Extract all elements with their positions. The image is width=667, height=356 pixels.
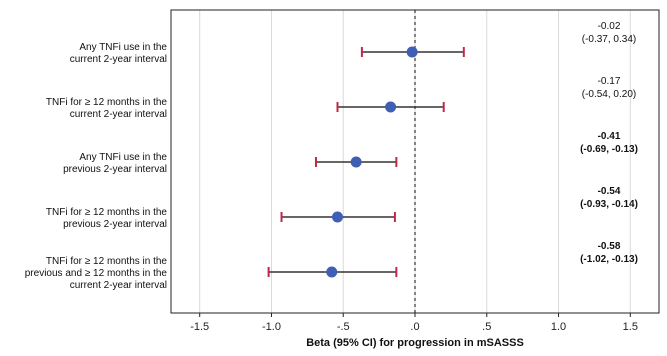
estimate-ci: (-1.02, -0.13) bbox=[580, 254, 638, 265]
x-tick-label: -1.5 bbox=[190, 321, 209, 333]
row-label-line: previous 2-year interval bbox=[63, 219, 167, 230]
x-tick-label: 1.0 bbox=[551, 321, 566, 333]
estimate-value: -0.17 bbox=[598, 76, 621, 87]
beta-point bbox=[331, 211, 343, 223]
row-label-line: previous 2-year interval bbox=[63, 164, 167, 175]
beta-point bbox=[350, 156, 362, 168]
row-label-line: TNFi for ≥ 12 months in the bbox=[46, 207, 168, 218]
x-tick-label: -.5 bbox=[337, 321, 350, 333]
estimate-value: -0.58 bbox=[598, 241, 621, 252]
row-label-line: TNFi for ≥ 12 months in the bbox=[46, 256, 168, 267]
estimate-ci: (-0.93, -0.14) bbox=[580, 199, 638, 210]
row-label-line: current 2-year interval bbox=[70, 280, 167, 291]
x-tick-label: 1.5 bbox=[623, 321, 638, 333]
estimate-ci: (-0.54, 0.20) bbox=[582, 89, 636, 100]
x-axis-title: Beta (95% CI) for progression in mSASSS bbox=[306, 337, 524, 349]
row-label-line: previous and ≥ 12 months in the bbox=[25, 268, 168, 279]
row-label-line: Any TNFi use in the bbox=[79, 152, 167, 163]
x-axis-ticks: -1.5 -1.0 -.5 .0 .5 1.0 1.5 bbox=[190, 313, 638, 333]
row-label-line: current 2-year interval bbox=[70, 109, 167, 120]
beta-point bbox=[326, 266, 338, 278]
estimate-ci: (-0.69, -0.13) bbox=[580, 144, 638, 155]
estimate-value: -0.41 bbox=[598, 131, 621, 142]
row-label-line: current 2-year interval bbox=[70, 54, 167, 65]
ci-marks bbox=[267, 46, 465, 278]
beta-point bbox=[406, 46, 418, 58]
row-label-line: Any TNFi use in the bbox=[79, 42, 167, 53]
x-tick-label: .0 bbox=[410, 321, 419, 333]
estimate-labels: -0.02 (-0.37, 0.34) -0.17 (-0.54, 0.20) -0.4… bbox=[580, 21, 638, 265]
estimate-value: -0.02 bbox=[598, 21, 621, 32]
estimate-value: -0.54 bbox=[598, 186, 621, 197]
x-tick-label: -1.0 bbox=[262, 321, 281, 333]
row-label-line: TNFi for ≥ 12 months in the bbox=[46, 97, 168, 108]
x-tick-label: .5 bbox=[482, 321, 491, 333]
beta-point bbox=[385, 101, 397, 113]
estimate-ci: (-0.37, 0.34) bbox=[582, 34, 636, 45]
